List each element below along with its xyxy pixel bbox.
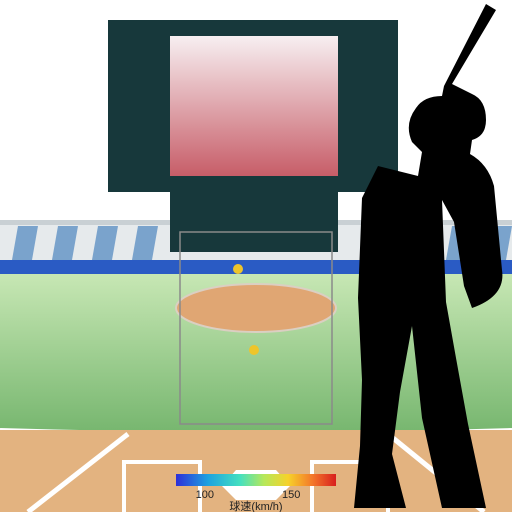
scoreboard-screen <box>170 36 338 176</box>
speed-legend-bar <box>176 474 336 486</box>
speed-legend-tick: 150 <box>282 489 300 501</box>
pitchers-mound <box>176 284 336 332</box>
pitch-location-chart: 100 150球速(km/h) <box>0 0 512 512</box>
scoreboard-pillar <box>170 192 338 252</box>
pitch-marker <box>233 264 243 274</box>
speed-legend-tick: 100 <box>196 489 214 501</box>
pitch-marker <box>249 345 259 355</box>
speed-legend-label: 球速(km/h) <box>229 499 282 512</box>
